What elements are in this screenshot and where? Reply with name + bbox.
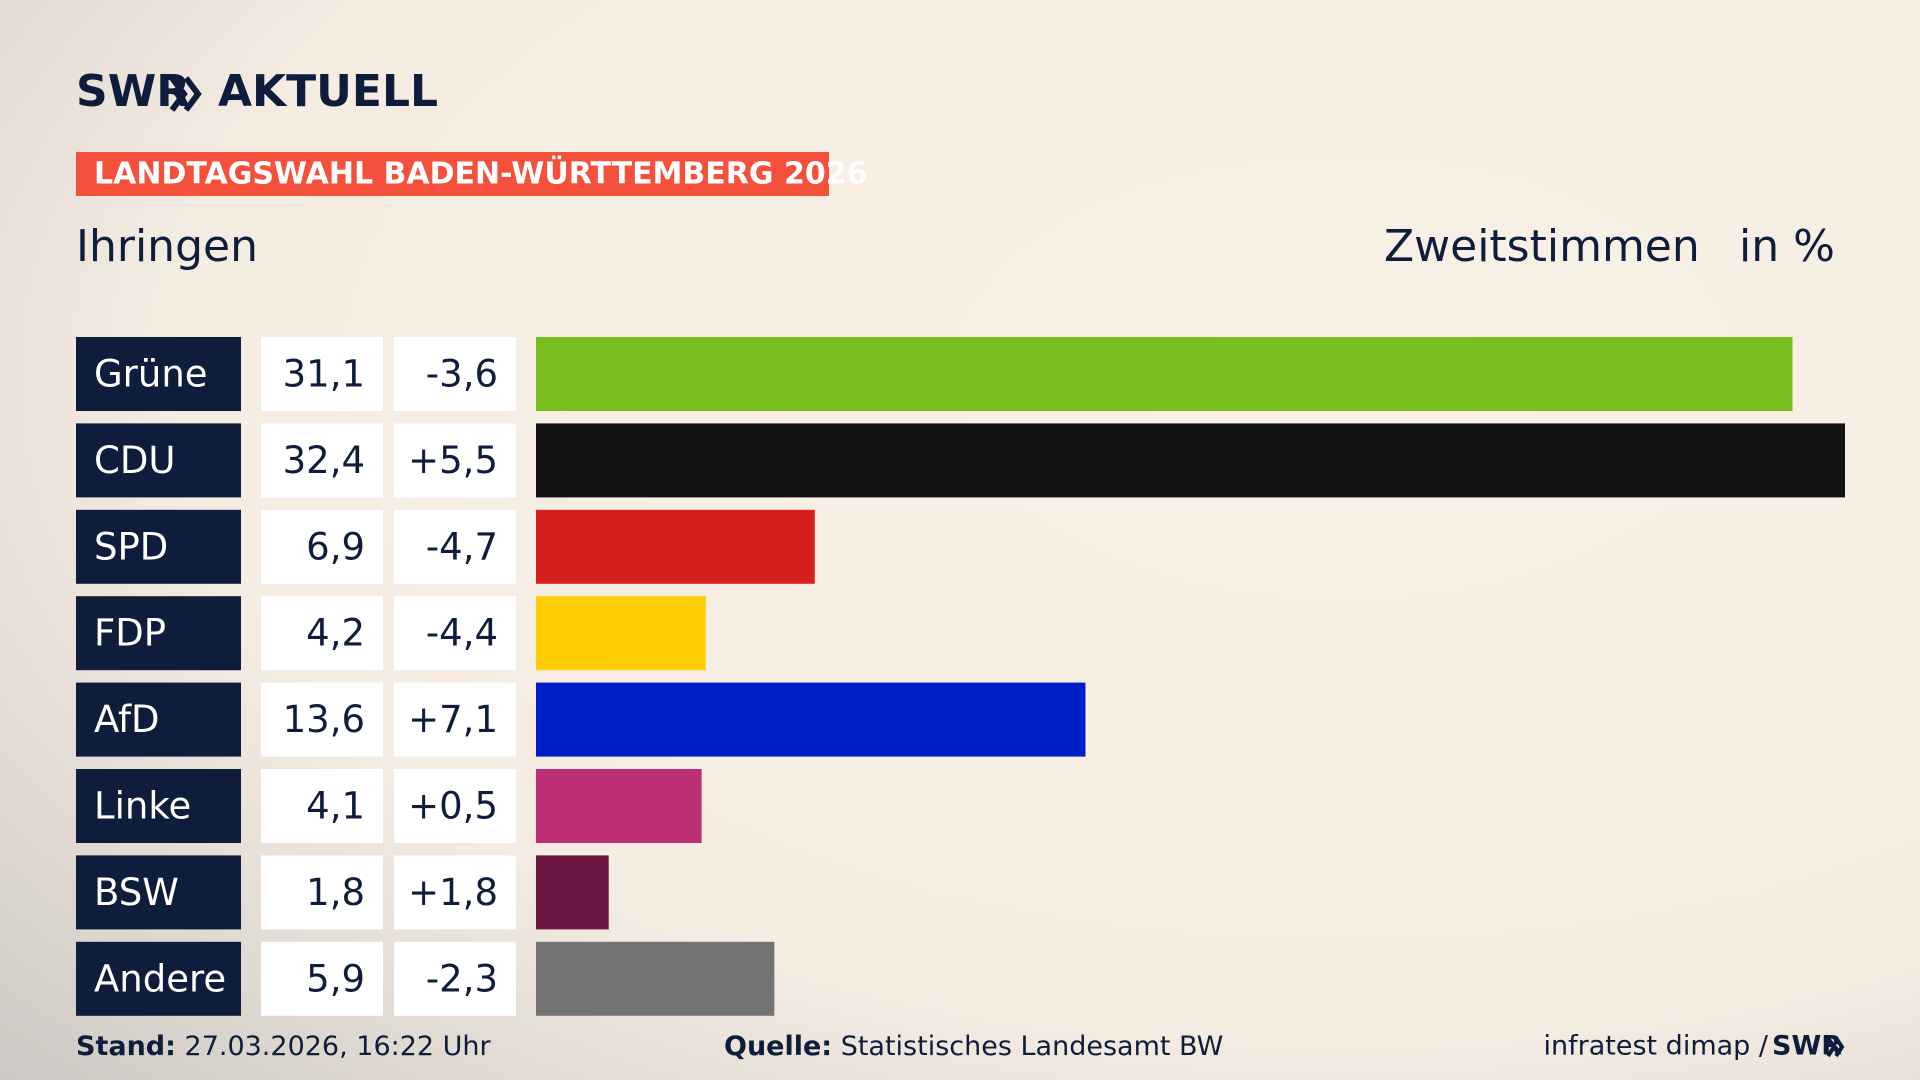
logo-chevron (183, 76, 202, 112)
value-label: 4,2 (306, 612, 365, 655)
change-label: +7,1 (408, 698, 498, 741)
chart-subtitle: Zweitstimmen (1384, 221, 1700, 272)
party-box (76, 509, 241, 584)
change-label: -2,3 (426, 957, 498, 1000)
value-box (261, 509, 383, 584)
logo-chevron (169, 76, 188, 112)
party-label: CDU (94, 439, 175, 482)
party-label: Andere (94, 957, 226, 1000)
chart-title: Ihringen (76, 221, 258, 272)
party-label: SPD (94, 525, 168, 568)
bar (536, 855, 609, 930)
change-box (394, 509, 516, 584)
value-box (261, 596, 383, 671)
change-label: -3,6 (426, 353, 498, 396)
credit: infratest dimap / (1543, 1031, 1768, 1062)
change-box (394, 423, 516, 498)
value-box (261, 423, 383, 498)
party-box (76, 855, 241, 930)
value-label: 4,1 (306, 785, 365, 828)
party-box (76, 682, 241, 757)
bar (536, 596, 706, 671)
bar (536, 941, 775, 1016)
change-box (394, 682, 516, 757)
value-box (261, 941, 383, 1016)
value-label: 31,1 (283, 353, 365, 396)
value-label: 13,6 (283, 698, 365, 741)
bar (536, 769, 702, 843)
party-label: FDP (94, 612, 166, 655)
value-box (261, 337, 383, 411)
stand-label: Stand: (76, 1031, 176, 1062)
source: Quelle: Statistisches Landesamt BW (724, 1031, 1223, 1062)
value-label: 5,9 (306, 957, 365, 1000)
stand: Stand: 27.03.2026, 16:22 Uhr (76, 1031, 492, 1062)
value-label: 6,9 (306, 525, 365, 568)
credit-brand: SWR (1772, 1031, 1842, 1062)
party-box (76, 423, 241, 498)
source-value: Statistisches Landesamt BW (841, 1031, 1224, 1062)
banner-text: LANDTAGSWAHL BADEN-WÜRTTEMBERG 2026 (94, 155, 867, 192)
party-box (76, 337, 241, 411)
party-label: Grüne (94, 353, 208, 396)
bar (536, 509, 815, 584)
change-box (394, 596, 516, 671)
logo-chevron (1826, 1036, 1837, 1058)
value-box (261, 682, 383, 757)
stand-value: 27.03.2026, 16:22 Uhr (185, 1031, 492, 1062)
change-label: +1,8 (408, 871, 498, 914)
value-box (261, 769, 383, 843)
party-box (76, 769, 241, 843)
value-box (261, 855, 383, 930)
bar (536, 337, 1793, 411)
bar (536, 682, 1086, 757)
source-label: Quelle: (724, 1031, 832, 1062)
change-box (394, 337, 516, 411)
change-label: -4,7 (426, 525, 498, 568)
value-label: 1,8 (306, 871, 365, 914)
change-box (394, 855, 516, 930)
change-box (394, 941, 516, 1016)
value-label: 32,4 (283, 439, 365, 482)
logo-chevron (1834, 1036, 1845, 1058)
logo: SWR AKTUELL (76, 66, 438, 117)
change-box (394, 769, 516, 843)
party-label: Linke (94, 785, 191, 828)
party-label: BSW (94, 871, 179, 914)
change-label: +0,5 (408, 785, 498, 828)
change-label: +5,5 (408, 439, 498, 482)
change-label: -4,4 (426, 612, 498, 655)
party-box (76, 596, 241, 671)
section: AKTUELL (218, 66, 438, 117)
bar (536, 423, 1845, 498)
banner (76, 152, 829, 196)
rows: Grüne 31,1 -3,6 CDU 32,4 +5,5 SPD 6,9 -4,7 FDP 4,2… (76, 337, 1845, 1016)
unit: in % (1739, 221, 1835, 272)
party-box (76, 941, 241, 1016)
party-label: AfD (94, 698, 160, 741)
